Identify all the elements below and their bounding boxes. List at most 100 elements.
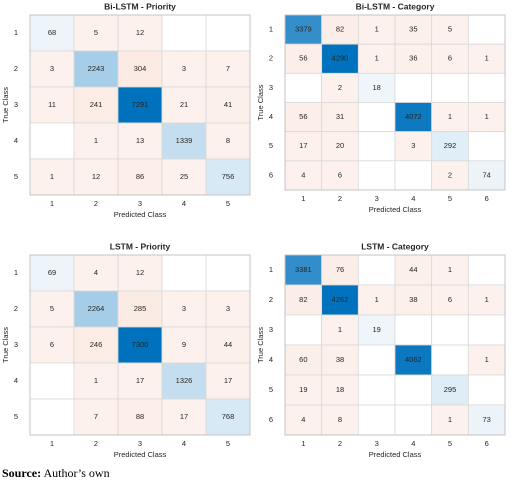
- x-tick-label: 6: [485, 194, 489, 203]
- cell: [431, 72, 469, 103]
- cell-value: 3379: [295, 25, 312, 34]
- y-tick-label: 6: [269, 170, 273, 179]
- cell-value: 11: [48, 100, 56, 109]
- cell-value: 4062: [405, 355, 422, 364]
- cell-value: 1: [375, 54, 379, 63]
- x-tick-label: 4: [182, 439, 186, 448]
- cell: [284, 314, 323, 346]
- cell: [357, 160, 396, 191]
- cell-value: 56: [299, 54, 307, 63]
- x-tick-label: 2: [338, 194, 342, 203]
- cell: [467, 374, 506, 406]
- cell: [161, 14, 207, 52]
- x-tick-label: 3: [138, 439, 142, 448]
- x-axis-label: Predicted Class: [369, 205, 422, 214]
- cell: [205, 254, 251, 292]
- cell-value: 17: [224, 376, 232, 385]
- cell-value: 1: [485, 54, 489, 63]
- cell-value: 25: [180, 172, 188, 181]
- cell-value: 1: [375, 25, 379, 34]
- cell-value: 4262: [332, 295, 349, 304]
- cell-value: 2: [338, 83, 342, 92]
- caption-label: Source:: [2, 466, 41, 480]
- cell-value: 285: [134, 304, 147, 313]
- x-tick-label: 4: [411, 194, 415, 203]
- cell-value: 7: [94, 412, 98, 421]
- cell: [321, 160, 359, 191]
- cell: [73, 14, 119, 52]
- cell-value: 3: [226, 304, 230, 313]
- x-tick-label: 3: [375, 194, 379, 203]
- cell-value: 44: [409, 265, 417, 274]
- y-tick-label: 2: [14, 64, 18, 73]
- cell: [161, 254, 207, 292]
- cell-value: 1339: [176, 136, 193, 145]
- plot-frame: [29, 14, 251, 196]
- cell-value: 68: [48, 28, 56, 37]
- cell: [284, 72, 323, 103]
- cell-value: 5: [50, 304, 54, 313]
- cell-value: 35: [409, 25, 417, 34]
- y-tick-label: 2: [269, 295, 273, 304]
- cell-value: 56: [299, 112, 307, 121]
- x-tick-label: 2: [338, 439, 342, 448]
- cell-value: 7300: [132, 340, 149, 349]
- y-tick-label: 1: [14, 28, 18, 37]
- y-tick-label: 6: [269, 415, 273, 424]
- y-tick-label: 4: [14, 136, 18, 145]
- y-axis-label: True Class: [256, 84, 265, 120]
- y-axis-label: True Class: [1, 327, 10, 363]
- cell-value: 6: [448, 54, 452, 63]
- cell-value: 12: [92, 172, 100, 181]
- x-tick-label: 3: [138, 199, 142, 208]
- cell-value: 6: [338, 170, 342, 179]
- cell-value: 17: [299, 141, 307, 150]
- x-axis-label: Predicted Class: [114, 210, 167, 219]
- cell: [29, 398, 75, 436]
- cell-value: 1: [94, 136, 98, 145]
- cell-value: 1: [375, 295, 379, 304]
- cell: [467, 160, 506, 191]
- cell-value: 304: [134, 64, 147, 73]
- cell-value: 7291: [132, 100, 149, 109]
- cell: [73, 254, 119, 292]
- cell-value: 8: [226, 136, 230, 145]
- cell: [357, 43, 396, 74]
- cell: [467, 131, 506, 162]
- plot-frame: [29, 254, 251, 436]
- cell-value: 1: [448, 415, 452, 424]
- cell: [117, 398, 163, 436]
- caption-text: Author’s own: [43, 466, 109, 480]
- x-tick-label: 6: [485, 439, 489, 448]
- cell-value: 44: [224, 340, 232, 349]
- cell-value: 5: [94, 28, 98, 37]
- cell: [467, 344, 506, 376]
- cell-value: 4: [301, 170, 305, 179]
- cell-value: 82: [336, 25, 344, 34]
- cell-value: 1: [338, 325, 342, 334]
- cell: [321, 344, 359, 376]
- cell: [284, 404, 323, 436]
- y-axis-label: True Class: [256, 327, 265, 363]
- cell: [117, 362, 163, 400]
- cell: [205, 290, 251, 328]
- cell: [205, 50, 251, 88]
- cell-value: 3: [182, 64, 186, 73]
- y-tick-label: 5: [269, 385, 273, 394]
- cell: [321, 284, 359, 316]
- cell-value: 12: [136, 268, 144, 277]
- cell-value: 88: [136, 412, 144, 421]
- cell-value: 3381: [295, 265, 312, 274]
- y-tick-label: 3: [14, 340, 18, 349]
- cell: [73, 362, 119, 400]
- cell: [29, 122, 75, 160]
- cell: [205, 362, 251, 400]
- cell-value: 768: [222, 412, 235, 421]
- cell-value: 76: [336, 265, 344, 274]
- cell: [394, 374, 433, 406]
- cell: [431, 374, 469, 406]
- y-tick-label: 5: [14, 172, 18, 181]
- cell: [431, 14, 469, 45]
- cell: [431, 284, 469, 316]
- y-tick-label: 3: [269, 83, 273, 92]
